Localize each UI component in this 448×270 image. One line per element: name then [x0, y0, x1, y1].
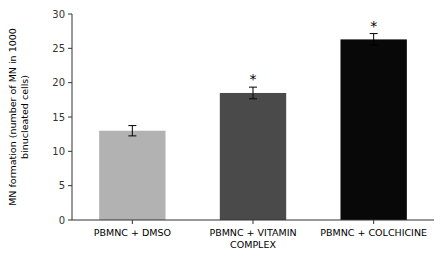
error-bar — [128, 126, 136, 136]
error-line — [373, 34, 374, 46]
y-tick — [68, 48, 72, 49]
error-line — [132, 126, 133, 136]
chart: * * 0 5 10 15 20 25 30 PBMNC + DMSO PBMNC + VITAMI… — [0, 0, 448, 270]
y-tick — [68, 82, 72, 83]
y-tick-label: 10 — [52, 146, 65, 157]
bar — [340, 39, 406, 220]
x-tick-label: PBMNC + VITAMINCOMPLEX — [209, 227, 296, 250]
x-tick-label: PBMNC + COLCHICINE — [320, 227, 427, 238]
significance-star: * — [370, 18, 377, 34]
bar — [220, 93, 286, 220]
y-tick-label: 30 — [52, 9, 65, 20]
significance-star: * — [250, 71, 257, 87]
y-tick — [68, 151, 72, 152]
y-tick — [68, 14, 72, 15]
bars — [99, 34, 407, 220]
error-line — [253, 87, 254, 99]
x-tick-label: PBMNC + DMSO — [94, 227, 171, 238]
error-bar — [370, 34, 378, 46]
y-axis-label: MN formation (number of MN in 1000binucl… — [7, 28, 30, 206]
error-cap — [128, 125, 136, 126]
error-bar — [249, 87, 257, 99]
error-cap — [249, 98, 257, 99]
x-tick — [373, 220, 374, 224]
y-tick — [68, 117, 72, 118]
y-tick-label: 15 — [52, 112, 65, 123]
y-tick — [68, 185, 72, 186]
y-tick-label: 20 — [52, 77, 65, 88]
x-tick — [132, 220, 133, 224]
y-tick-label: 5 — [59, 180, 65, 191]
error-cap — [370, 45, 378, 46]
y-tick-label: 25 — [52, 43, 65, 54]
y-tick-label: 0 — [59, 215, 65, 226]
bar — [99, 131, 165, 220]
x-tick — [253, 220, 254, 224]
error-cap — [128, 135, 136, 136]
y-tick — [68, 220, 72, 221]
